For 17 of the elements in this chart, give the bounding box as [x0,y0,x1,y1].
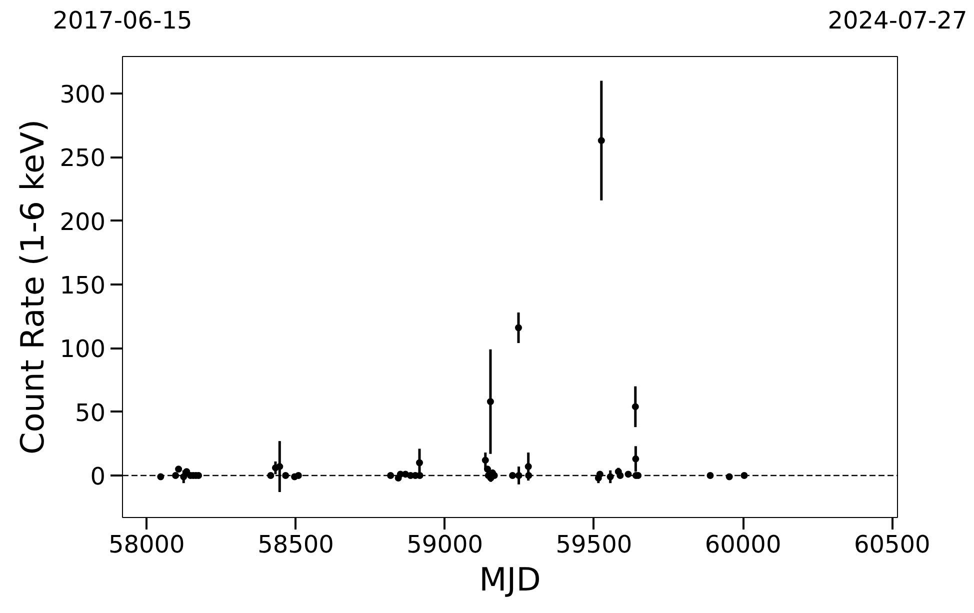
y-axis-title: Count Rate (1-6 keV) [14,119,52,455]
y-tick-label: 100 [60,335,106,364]
y-tick-label: 250 [60,144,106,172]
x-axis-title: MJD [479,560,541,598]
x2-tick-label: 2024-07-27 [828,6,968,34]
x-tick-label: 60000 [704,530,782,558]
y-tick-label: 300 [60,80,106,108]
x2-tick-label: 2017-06-15 [52,6,192,34]
x-tick-label: 58000 [108,530,185,558]
y-tick-label: 50 [74,398,106,427]
x-tick-label: 58500 [258,530,334,558]
x-tick-label: 60500 [854,530,930,558]
y-tick-label: 0 [90,462,106,490]
x-tick-label: 59500 [556,530,632,558]
y-tick-label: 150 [60,271,106,300]
y-tick-label: 200 [60,208,106,236]
x-tick-label: 59000 [406,530,484,558]
